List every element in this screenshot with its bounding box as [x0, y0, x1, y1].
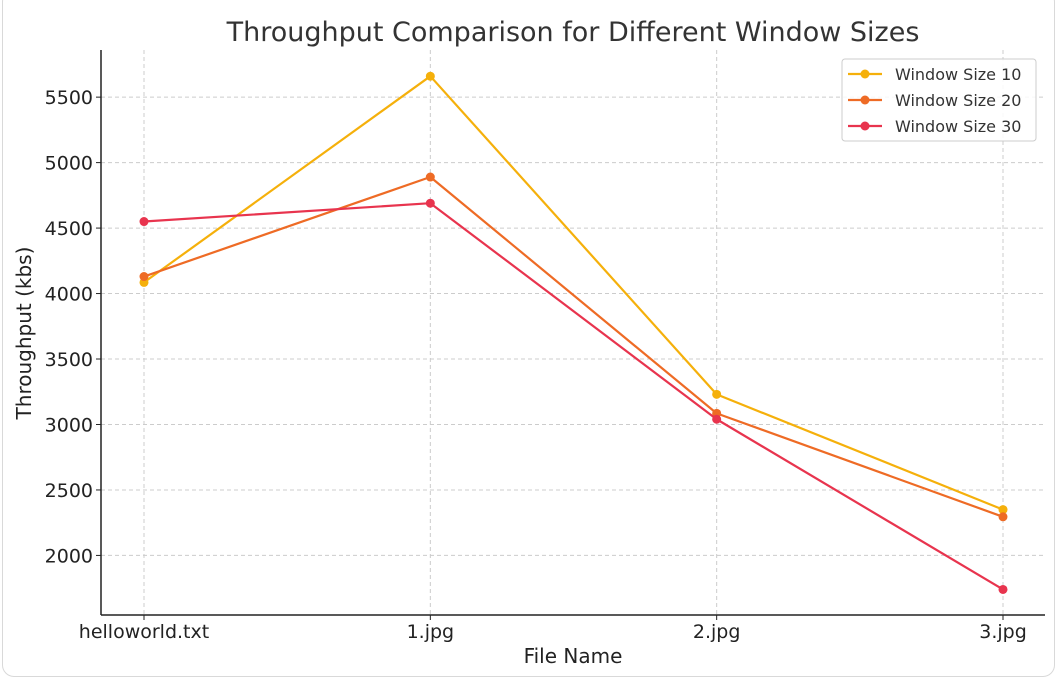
y-tick-label: 3000 — [45, 414, 93, 436]
grid-lines — [101, 50, 1045, 615]
data-point — [998, 512, 1008, 522]
x-tick-label: 2.jpg — [693, 621, 741, 643]
data-point — [139, 217, 149, 227]
chart-title: Throughput Comparison for Different Wind… — [226, 17, 920, 48]
legend-swatch-marker — [860, 95, 870, 105]
legend-swatch-marker — [860, 69, 870, 79]
y-tick-label: 4500 — [45, 218, 93, 240]
y-tick-label: 5500 — [45, 87, 93, 109]
data-point — [998, 584, 1008, 594]
y-tick-label: 5000 — [45, 153, 93, 175]
x-tick-label: helloworld.txt — [79, 621, 209, 643]
data-point — [425, 71, 435, 81]
y-axis-label: Throughput (kbs) — [12, 247, 36, 421]
data-point — [712, 389, 722, 399]
series-line — [143, 175, 1004, 518]
data-point — [425, 198, 435, 208]
data-point — [425, 172, 435, 182]
legend-label: Window Size 20 — [895, 91, 1021, 110]
legend-label: Window Size 30 — [895, 117, 1021, 136]
legend-swatch-marker — [860, 121, 870, 131]
y-tick-label: 2500 — [45, 480, 93, 502]
y-tick-label: 2000 — [45, 545, 93, 567]
legend: Window Size 10 Window Size 20 Window Size … — [841, 58, 1037, 142]
series-line — [143, 75, 1004, 511]
legend-box — [841, 58, 1037, 142]
y-axis-ticks: 2000 2500 3000 3500 4000 4500 5000 5500 — [45, 87, 101, 567]
x-tick-label: 3.jpg — [979, 621, 1027, 643]
x-tick-label: 1.jpg — [407, 621, 455, 643]
data-point — [712, 414, 722, 424]
axes — [100, 50, 1045, 616]
series-group — [139, 71, 1008, 594]
x-axis-label: File Name — [524, 644, 623, 668]
data-point — [139, 272, 149, 282]
legend-label: Window Size 10 — [895, 65, 1021, 84]
data-point — [998, 505, 1008, 515]
series-line — [143, 202, 1004, 591]
x-axis-ticks: helloworld.txt 1.jpg 2.jpg 3.jpg — [79, 615, 1027, 643]
y-tick-label: 4000 — [45, 284, 93, 306]
y-tick-label: 3500 — [45, 349, 93, 371]
